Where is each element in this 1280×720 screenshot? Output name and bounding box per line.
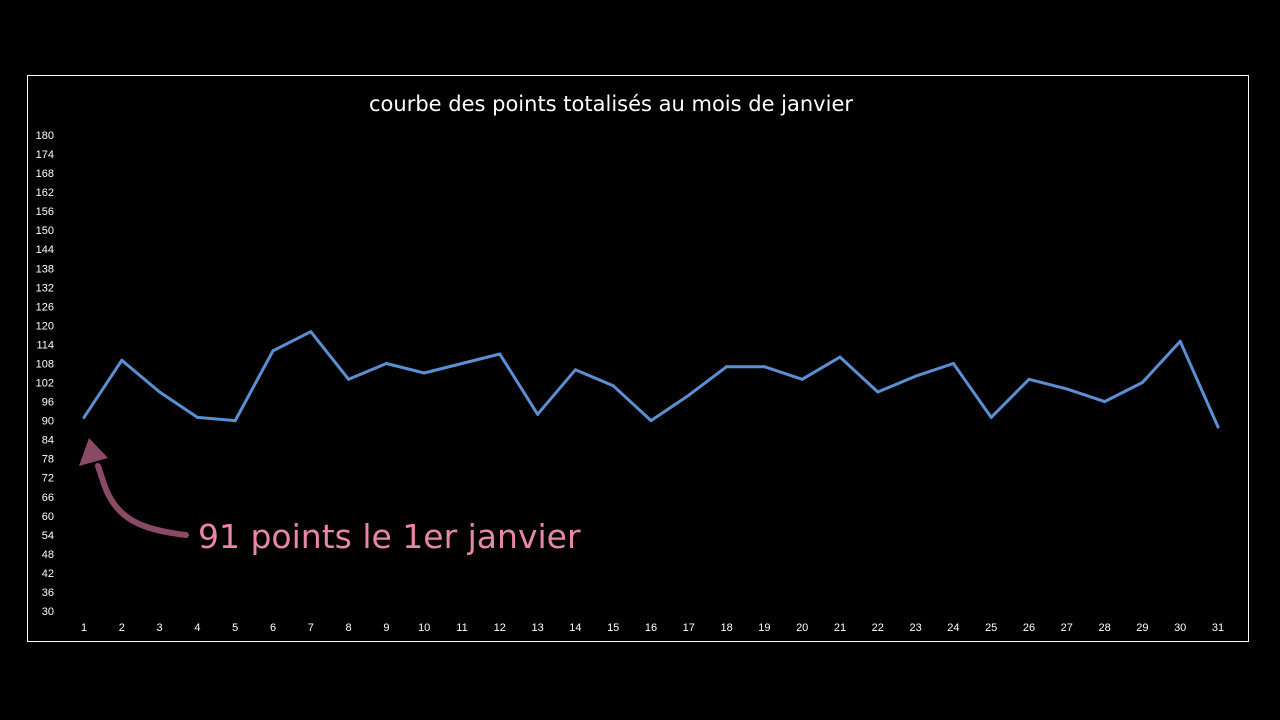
data-point: [914, 374, 918, 378]
x-tick-label: 10: [418, 622, 430, 634]
x-tick-label: 16: [645, 622, 657, 634]
y-tick-label: 168: [36, 168, 54, 180]
data-point: [347, 377, 351, 381]
x-tick-label: 12: [494, 622, 506, 634]
y-tick-label: 78: [42, 454, 54, 466]
data-point: [1178, 339, 1182, 343]
annotation-text: 91 points le 1er janvier: [198, 517, 581, 556]
x-tick-label: 17: [683, 622, 695, 634]
x-tick-label: 23: [909, 622, 921, 634]
x-tick-label: 29: [1136, 622, 1148, 634]
data-point: [951, 361, 955, 365]
data-point: [687, 393, 691, 397]
data-point: [422, 371, 426, 375]
y-tick-label: 126: [36, 301, 54, 313]
series-line: [82, 330, 1220, 429]
x-tick-label: 31: [1212, 622, 1224, 634]
y-tick-label: 66: [42, 492, 54, 504]
data-point: [158, 390, 162, 394]
data-point: [838, 355, 842, 359]
y-tick-label: 156: [36, 206, 54, 218]
y-tick-label: 36: [42, 587, 54, 599]
x-tick-label: 21: [834, 622, 846, 634]
y-tick-label: 120: [36, 320, 54, 332]
data-point: [536, 412, 540, 416]
data-point: [1140, 381, 1144, 385]
data-point: [573, 368, 577, 372]
x-tick-label: 14: [569, 622, 581, 634]
y-tick-label: 150: [36, 225, 54, 237]
y-tick-label: 144: [36, 244, 54, 256]
data-point: [989, 415, 993, 419]
x-tick-label: 19: [758, 622, 770, 634]
chart-title: courbe des points totalisés au mois de j…: [369, 92, 853, 116]
y-tick-label: 72: [42, 473, 54, 485]
x-tick-label: 6: [270, 622, 276, 634]
data-point: [611, 384, 615, 388]
data-point: [384, 361, 388, 365]
x-tick-label: 20: [796, 622, 808, 634]
data-point: [1103, 400, 1107, 404]
x-tick-label: 18: [720, 622, 732, 634]
x-tick-label: 27: [1061, 622, 1073, 634]
data-point: [120, 358, 124, 362]
x-tick-label: 13: [531, 622, 543, 634]
line-chart: courbe des points totalisés au mois de j…: [36, 92, 1224, 634]
chart-frame: courbe des points totalisés au mois de j…: [27, 75, 1249, 642]
x-tick-label: 11: [456, 622, 467, 634]
x-tick-label: 26: [1023, 622, 1035, 634]
data-point: [1027, 377, 1031, 381]
x-tick-label: 1: [81, 622, 87, 634]
y-tick-label: 42: [42, 568, 54, 580]
y-tick-label: 60: [42, 511, 54, 523]
y-tick-label: 162: [36, 187, 54, 199]
series-layer: [82, 330, 1220, 429]
y-tick-label: 174: [36, 149, 54, 161]
y-tick-label: 30: [42, 606, 54, 618]
x-tick-label: 3: [157, 622, 163, 634]
data-point: [762, 365, 766, 369]
data-point: [876, 390, 880, 394]
x-tick-label: 28: [1098, 622, 1110, 634]
annotation-arrow-head: [79, 438, 108, 466]
y-tick-label: 54: [42, 530, 54, 542]
x-tick-label: 7: [308, 622, 314, 634]
x-tick-label: 30: [1174, 622, 1186, 634]
data-point: [82, 415, 86, 419]
y-tick-label: 180: [36, 130, 54, 142]
y-tick-label: 102: [36, 378, 54, 390]
data-point: [195, 415, 199, 419]
y-tick-label: 96: [42, 397, 54, 409]
annotation-arrow-shaft: [95, 463, 189, 538]
data-point: [498, 352, 502, 356]
y-tick-label: 132: [36, 282, 54, 294]
y-tick-label: 84: [42, 435, 54, 447]
data-point: [1065, 387, 1069, 391]
y-tick-label: 108: [36, 358, 54, 370]
x-tick-label: 5: [232, 622, 238, 634]
x-tick-label: 2: [119, 622, 125, 634]
data-point: [1216, 425, 1220, 429]
data-point: [233, 419, 237, 423]
y-tick-label: 90: [42, 416, 54, 428]
x-tick-label: 22: [872, 622, 884, 634]
data-point: [649, 419, 653, 423]
x-tick-label: 25: [985, 622, 997, 634]
data-point: [309, 330, 313, 334]
data-point: [460, 361, 464, 365]
x-axis-ticks: 1 2 3 4 5 6 7 8 9 10 11 12 13 14 15 16 17 18 19 20 21 22 23 24 2…: [81, 622, 1224, 634]
x-tick-label: 15: [607, 622, 619, 634]
annotation-layer: 91 points le 1er janvier: [79, 438, 581, 556]
x-tick-label: 9: [383, 622, 389, 634]
y-tick-label: 114: [36, 339, 54, 351]
y-tick-label: 138: [36, 263, 54, 275]
data-point: [271, 349, 275, 353]
x-tick-label: 4: [194, 622, 200, 634]
data-point: [800, 377, 804, 381]
data-point: [725, 365, 729, 369]
x-tick-label: 24: [947, 622, 959, 634]
y-tick-label: 48: [42, 549, 54, 561]
x-tick-label: 8: [346, 622, 352, 634]
y-axis-ticks: 30 36 42 48 54 60 66 72 78 84 90 96 102 108 114 120 126 1…: [36, 130, 54, 618]
